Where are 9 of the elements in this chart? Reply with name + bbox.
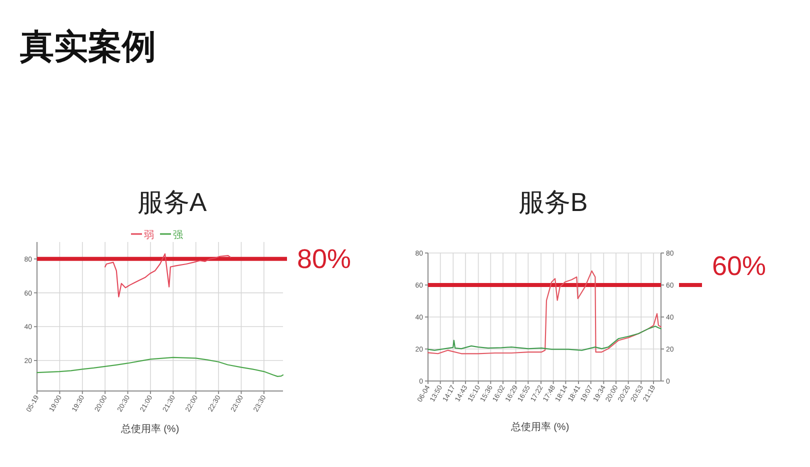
legend-label: 强 — [173, 230, 183, 241]
xlabel: 总使用率 (%) — [510, 422, 570, 433]
title: 服务A — [137, 187, 207, 217]
xlabel: 总使用率 (%) — [120, 424, 180, 435]
legend-label: 弱 — [144, 230, 154, 241]
title: 服务B — [518, 187, 588, 217]
title: 真实案例 — [20, 28, 156, 66]
ref-line-label: 80% — [297, 244, 352, 274]
ref-line-label: 60% — [712, 251, 766, 281]
